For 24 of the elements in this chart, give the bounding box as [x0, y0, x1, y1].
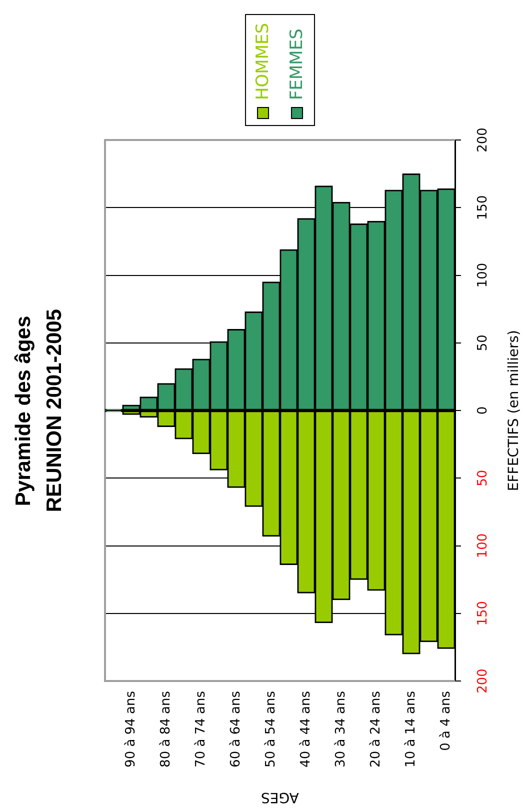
y-tick-label: 50	[475, 470, 490, 486]
x-tick-label: 30 à 34 ans	[334, 690, 349, 768]
y-tick-label: 0	[475, 406, 490, 415]
x-axis-title: AGES	[261, 789, 299, 806]
x-tick-label: 20 à 24 ans	[368, 690, 384, 768]
y-tick-label: 100	[475, 262, 490, 288]
y-tick-label: 200	[475, 128, 490, 152]
x-tick-label: 70 à 74 ans	[194, 690, 209, 768]
x-tick-label: 0 à 4 ans	[438, 690, 454, 751]
x-tick-label: 80 à 84 ans	[158, 690, 174, 768]
text: FEMMES	[287, 28, 308, 100]
x-tick-label: 40 à 44 ans	[298, 690, 314, 768]
text: Pyramide des âges REUNION 2001-2005	[10, 309, 67, 512]
y-tick-label: 100	[475, 533, 490, 558]
x-tick-label: 50 à 54 ans	[264, 690, 279, 768]
y-tick-label: 150	[475, 195, 490, 220]
x-tick-label: 10 à 14 ans	[404, 690, 419, 768]
y-tick-label: 50	[475, 334, 490, 352]
y-axis-title: EFFECTIFS (en milliers)	[506, 330, 522, 492]
text: HOMMES	[253, 22, 274, 100]
x-tick-label: 90 à 94 ans	[124, 690, 139, 768]
y-tick-label: 150	[475, 600, 490, 626]
x-tick-label: 60 à 64 ans	[228, 690, 244, 768]
y-tick-label: 200	[475, 668, 490, 694]
